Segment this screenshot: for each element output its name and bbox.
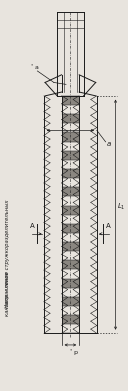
Bar	[62, 279, 79, 288]
Bar	[62, 260, 79, 269]
Bar	[62, 324, 79, 334]
Bar	[62, 224, 79, 233]
Bar	[62, 206, 79, 215]
Bar	[62, 105, 79, 114]
Text: A: A	[30, 223, 34, 229]
Bar	[62, 242, 79, 251]
Bar	[62, 315, 79, 324]
Text: канавок – левое: канавок – левое	[4, 271, 10, 316]
Bar	[62, 133, 79, 142]
Bar	[62, 269, 79, 279]
Bar	[62, 187, 79, 196]
Text: $\rm{^*}a$: $\rm{^*}a$	[30, 63, 39, 72]
Bar	[62, 178, 79, 187]
Bar	[62, 169, 79, 178]
Bar	[62, 233, 79, 242]
Text: $\rm{^*}p$: $\rm{^*}p$	[69, 348, 79, 358]
Text: $L_1$: $L_1$	[117, 202, 125, 212]
Text: A: A	[106, 223, 110, 229]
Bar	[62, 196, 79, 206]
Bar	[62, 306, 79, 315]
Bar	[62, 142, 79, 151]
Bar	[62, 160, 79, 169]
Bar	[62, 123, 79, 133]
Bar	[62, 96, 79, 105]
Bar	[62, 114, 79, 123]
Bar	[62, 288, 79, 297]
Bar	[62, 297, 79, 306]
Text: a: a	[107, 141, 111, 147]
Bar	[62, 251, 79, 260]
Bar	[62, 151, 79, 160]
Text: Направление стружкоразделительных: Направление стружкоразделительных	[4, 200, 10, 308]
Bar	[62, 215, 79, 224]
